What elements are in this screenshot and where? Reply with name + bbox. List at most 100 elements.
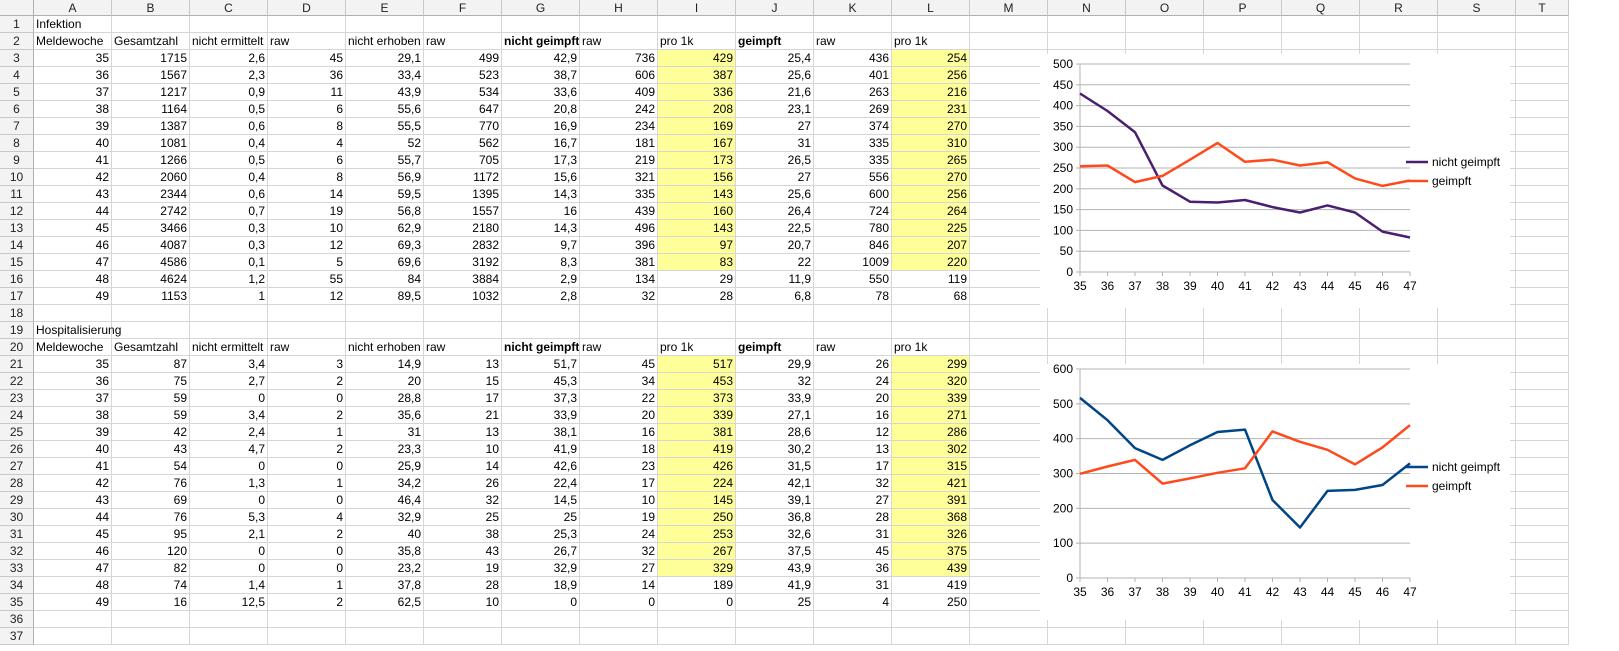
cell[interactable] — [970, 424, 1048, 441]
cell[interactable] — [1516, 509, 1569, 526]
cell[interactable]: 22 — [580, 390, 658, 407]
cell[interactable]: 97 — [658, 237, 736, 254]
row-header-34[interactable]: 34 — [0, 577, 34, 594]
cell[interactable]: 1217 — [112, 84, 190, 101]
cell[interactable]: 78 — [814, 288, 892, 305]
cell[interactable]: 32 — [580, 543, 658, 560]
cell[interactable] — [190, 305, 268, 322]
cell[interactable]: 21 — [424, 407, 502, 424]
header-nicht-erhoben[interactable]: nicht erhoben — [346, 33, 424, 50]
cell[interactable] — [1516, 356, 1569, 373]
cell[interactable] — [1516, 594, 1569, 611]
cell[interactable]: 38 — [34, 407, 112, 424]
cell[interactable] — [346, 628, 424, 645]
cell[interactable] — [1516, 475, 1569, 492]
cell[interactable]: 517 — [658, 356, 736, 373]
cell[interactable] — [112, 322, 190, 339]
cell[interactable]: 37,8 — [346, 577, 424, 594]
cell[interactable] — [1204, 322, 1282, 339]
cell[interactable] — [502, 322, 580, 339]
cell[interactable]: 375 — [892, 543, 970, 560]
cell[interactable] — [658, 305, 736, 322]
cell[interactable] — [190, 16, 268, 33]
cell[interactable]: 16 — [502, 203, 580, 220]
cell[interactable]: 43,9 — [736, 560, 814, 577]
cell[interactable]: 26,4 — [736, 203, 814, 220]
cell[interactable]: 36,8 — [736, 509, 814, 526]
cell[interactable]: 31 — [814, 526, 892, 543]
cell[interactable]: 39 — [34, 424, 112, 441]
cell[interactable] — [1516, 543, 1569, 560]
header-geimpft[interactable]: geimpft — [736, 339, 814, 356]
column-header-n[interactable]: N — [1048, 0, 1126, 16]
cell[interactable]: 4 — [268, 135, 346, 152]
cell[interactable] — [970, 492, 1048, 509]
cell[interactable]: 2832 — [424, 237, 502, 254]
cell[interactable] — [970, 186, 1048, 203]
cell[interactable]: 51,7 — [502, 356, 580, 373]
cell[interactable]: 1,2 — [190, 271, 268, 288]
cell[interactable]: 41 — [34, 458, 112, 475]
cell[interactable]: 496 — [580, 220, 658, 237]
cell[interactable]: 5,3 — [190, 509, 268, 526]
cell[interactable]: 37 — [34, 84, 112, 101]
cell[interactable]: 32,6 — [736, 526, 814, 543]
cell[interactable]: 310 — [892, 135, 970, 152]
cell[interactable]: 33,6 — [502, 84, 580, 101]
cell[interactable] — [970, 475, 1048, 492]
header-gesamtzahl[interactable]: Gesamtzahl — [112, 33, 190, 50]
cell[interactable]: 523 — [424, 67, 502, 84]
cell[interactable] — [190, 628, 268, 645]
cell[interactable] — [1516, 611, 1569, 628]
cell[interactable]: 25,6 — [736, 186, 814, 203]
cell[interactable] — [34, 305, 112, 322]
cell[interactable]: 43 — [424, 543, 502, 560]
cell[interactable]: 224 — [658, 475, 736, 492]
header-pro-1k[interactable]: pro 1k — [658, 339, 736, 356]
cell[interactable]: 368 — [892, 509, 970, 526]
cell[interactable]: 439 — [580, 203, 658, 220]
cell[interactable] — [1516, 50, 1569, 67]
column-header-r[interactable]: R — [1360, 0, 1438, 16]
cell[interactable]: 1164 — [112, 101, 190, 118]
cell[interactable]: 43 — [112, 441, 190, 458]
row-header-31[interactable]: 31 — [0, 526, 34, 543]
cell[interactable]: 0,4 — [190, 135, 268, 152]
cell[interactable]: 270 — [892, 169, 970, 186]
cell[interactable]: 48 — [34, 271, 112, 288]
cell[interactable]: 3192 — [424, 254, 502, 271]
series-line-geimpft[interactable] — [1079, 424, 1411, 485]
cell[interactable] — [268, 305, 346, 322]
cell[interactable]: 705 — [424, 152, 502, 169]
cell[interactable]: 160 — [658, 203, 736, 220]
cell[interactable] — [892, 16, 970, 33]
cell[interactable]: 1,3 — [190, 475, 268, 492]
cell[interactable] — [1516, 67, 1569, 84]
cell[interactable] — [1360, 339, 1438, 356]
header-raw[interactable]: raw — [814, 33, 892, 50]
cell[interactable]: 35,6 — [346, 407, 424, 424]
header-raw[interactable]: raw — [814, 339, 892, 356]
cell[interactable] — [1048, 339, 1126, 356]
cell[interactable]: 31 — [736, 135, 814, 152]
cell[interactable] — [1516, 441, 1569, 458]
cell[interactable]: 326 — [892, 526, 970, 543]
cell[interactable]: 0 — [268, 458, 346, 475]
cell[interactable] — [1282, 322, 1360, 339]
cell[interactable]: 40 — [34, 135, 112, 152]
cell[interactable] — [1048, 33, 1126, 50]
cell[interactable] — [1438, 305, 1516, 322]
cell[interactable]: 770 — [424, 118, 502, 135]
row-header-24[interactable]: 24 — [0, 407, 34, 424]
cell[interactable]: 299 — [892, 356, 970, 373]
header-raw[interactable]: raw — [268, 339, 346, 356]
cell[interactable]: 62,9 — [346, 220, 424, 237]
cell[interactable]: 0 — [658, 594, 736, 611]
cell[interactable]: 10 — [424, 441, 502, 458]
cell[interactable]: 4 — [268, 509, 346, 526]
cell[interactable]: 59,5 — [346, 186, 424, 203]
column-header-q[interactable]: Q — [1282, 0, 1360, 16]
cell[interactable] — [190, 322, 268, 339]
cell[interactable]: 35,8 — [346, 543, 424, 560]
cell[interactable]: 62,5 — [346, 594, 424, 611]
